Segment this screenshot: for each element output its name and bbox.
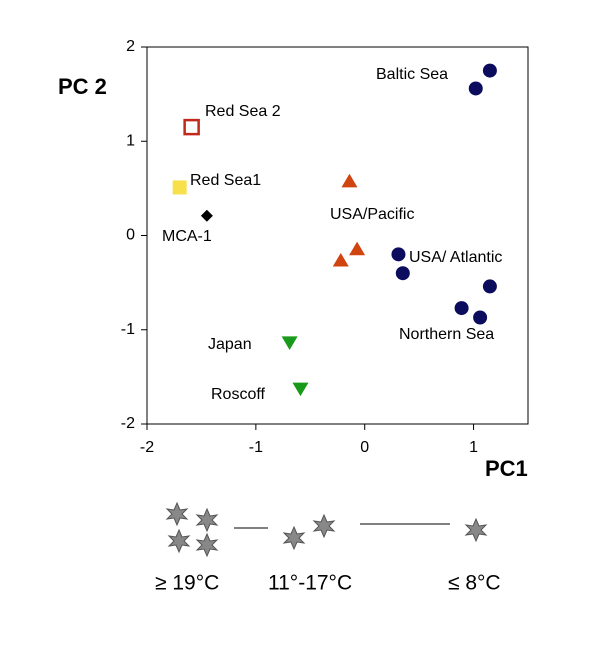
- point: [200, 209, 213, 222]
- point: [482, 279, 497, 294]
- temperature-label: ≥ 19°C: [155, 572, 219, 595]
- point-label: USA/Pacific: [330, 206, 414, 223]
- point: [468, 81, 483, 96]
- point-label: Red Sea 2: [205, 103, 281, 120]
- temperature-label: 11°-17°C: [268, 572, 352, 595]
- point: [292, 382, 309, 397]
- point: [172, 180, 187, 195]
- x-tick-label: -2: [140, 439, 154, 456]
- y-tick-label: -1: [121, 321, 135, 338]
- point: [454, 301, 469, 316]
- point: [183, 118, 200, 136]
- y-tick-label: 1: [126, 132, 135, 149]
- point: [395, 266, 410, 281]
- x-tick-label: 1: [469, 439, 478, 456]
- y-tick-label: 2: [126, 38, 135, 55]
- point: [391, 247, 406, 262]
- point: [332, 252, 349, 267]
- point: [349, 241, 366, 256]
- x-tick-label: 0: [360, 439, 369, 456]
- point: [281, 336, 298, 351]
- x-tick-label: -1: [249, 439, 263, 456]
- point: [473, 310, 488, 325]
- point-label: Japan: [208, 336, 252, 353]
- point: [341, 173, 358, 188]
- point-label: USA/ Atlantic: [409, 249, 502, 266]
- x-axis-label: PC1: [485, 456, 528, 481]
- y-tick-label: 0: [126, 227, 135, 244]
- point-label: Roscoff: [211, 386, 266, 403]
- point-label: Baltic Sea: [376, 66, 448, 83]
- y-tick-label: -2: [121, 415, 135, 432]
- point: [482, 63, 497, 78]
- point-label: MCA-1: [162, 228, 212, 245]
- y-axis-label: PC 2: [58, 74, 107, 99]
- point-label: Northern Sea: [399, 326, 494, 343]
- crystal-icons: [165, 501, 488, 558]
- point-label: Red Sea1: [190, 172, 261, 189]
- temperature-label: ≤ 8°C: [448, 572, 501, 595]
